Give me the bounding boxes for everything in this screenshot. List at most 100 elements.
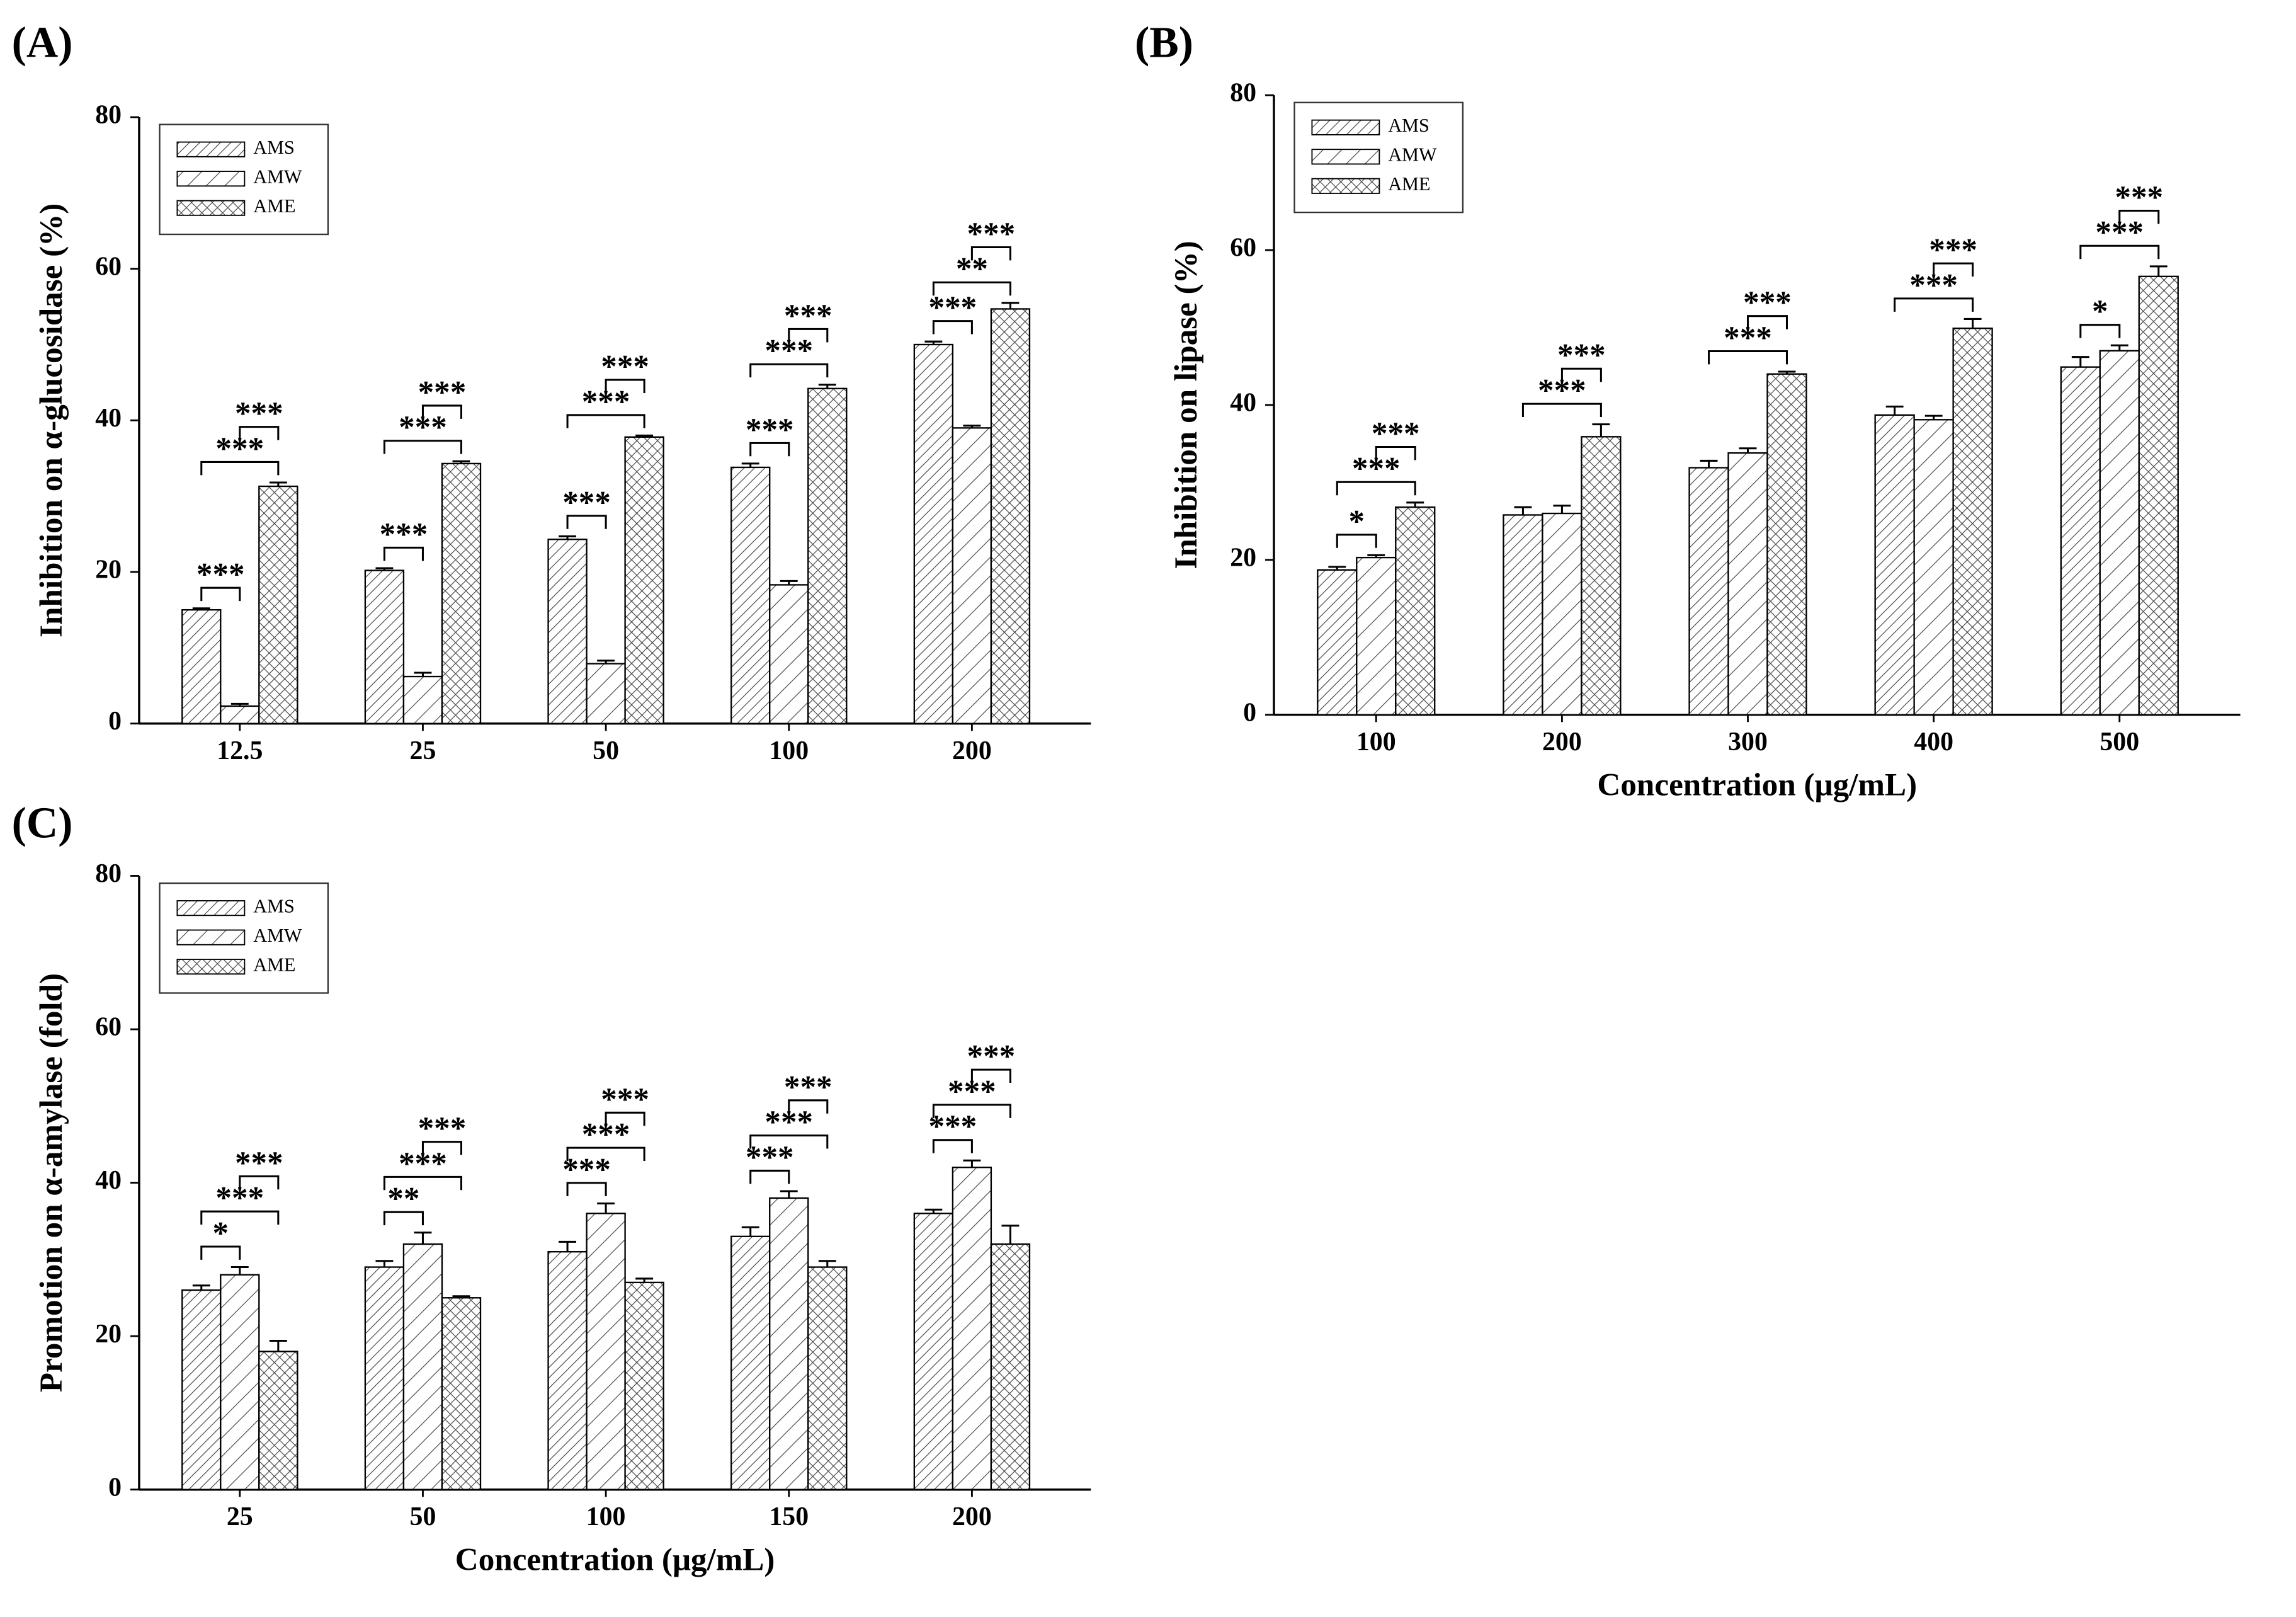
y-tick-label: 0 <box>1243 698 1256 727</box>
significance-bracket <box>788 1099 829 1114</box>
error-bar <box>924 1208 943 1214</box>
error-bar <box>2071 356 2089 367</box>
significance-label: *** <box>196 557 245 593</box>
x-tick-label: 25 <box>410 736 436 765</box>
significance-bracket <box>239 1175 280 1190</box>
significance-bracket <box>200 460 280 476</box>
bar <box>1395 506 1436 716</box>
x-tick-label: 100 <box>769 736 809 765</box>
bar <box>1952 328 1993 716</box>
significance-bracket <box>970 1068 1011 1083</box>
error-bar <box>1553 505 1571 514</box>
y-axis-title: Inhibition on lipase (%) <box>1168 241 1204 569</box>
error-bar <box>635 1277 654 1283</box>
legend-label: AMS <box>253 896 295 917</box>
y-tick-label: 60 <box>95 252 122 281</box>
significance-label: *** <box>2115 180 2163 215</box>
error-bar <box>269 481 287 487</box>
error-bar <box>559 535 577 540</box>
significance-label: *** <box>1372 416 1420 452</box>
error-bar <box>2149 265 2168 277</box>
x-tick-label: 50 <box>410 1502 436 1531</box>
significance-bracket <box>383 1211 424 1226</box>
x-axis-title: Concentration (μg/mL) <box>1597 767 1917 803</box>
error-bar <box>924 340 943 345</box>
significance-bracket <box>932 281 1011 296</box>
bar <box>586 1213 626 1490</box>
bar <box>769 584 809 724</box>
y-axis-title: Promotion on α-amylase (fold) <box>33 973 69 1392</box>
bar <box>547 1251 588 1490</box>
significance-label: *** <box>601 1082 649 1117</box>
legend-swatch <box>1311 119 1380 135</box>
significance-label: *** <box>418 374 467 410</box>
legend-label: AMW <box>253 925 302 946</box>
error-bar <box>1924 414 1943 420</box>
significance-bracket <box>200 1245 241 1260</box>
y-tick-label: 0 <box>108 1473 122 1502</box>
bar <box>1766 373 1807 716</box>
error-bar <box>597 1202 615 1214</box>
error-bar <box>1367 554 1385 558</box>
error-bar <box>818 1260 836 1267</box>
significance-label: *** <box>967 1039 1016 1075</box>
error-bar <box>375 1260 394 1267</box>
significance-bracket <box>566 414 645 428</box>
significance-label: *** <box>967 216 1016 252</box>
bar <box>181 609 222 724</box>
legend-swatch <box>1311 178 1380 194</box>
error-bar <box>192 1284 210 1291</box>
x-tick-label: 12.5 <box>217 736 263 765</box>
error-bar <box>269 1339 287 1352</box>
significance-label: ** <box>387 1181 419 1217</box>
significance-bracket <box>749 442 790 457</box>
bar <box>1913 419 1954 716</box>
error-bar <box>230 1266 249 1275</box>
bar <box>402 675 443 724</box>
legend-swatch <box>176 171 246 187</box>
error-bar <box>1885 405 1904 415</box>
significance-label: *** <box>784 298 833 334</box>
error-bar <box>780 1190 798 1198</box>
significance-bracket <box>1933 262 1974 277</box>
y-axis-title: Inhibition on α-glucosidase (%) <box>33 203 69 637</box>
significance-bracket <box>932 320 973 334</box>
y-tick-label: 20 <box>95 1320 122 1349</box>
bar <box>807 387 848 724</box>
y-tick-label: 80 <box>95 859 122 888</box>
bar <box>1317 569 1358 716</box>
legend-label: AMS <box>253 137 295 158</box>
bar <box>1688 467 1729 716</box>
bar <box>624 436 664 724</box>
error-bar <box>818 384 836 389</box>
significance-label: *** <box>929 1109 977 1145</box>
significance-label: *** <box>746 1140 794 1175</box>
bar <box>769 1197 809 1490</box>
error-bar <box>1700 459 1718 468</box>
significance-bracket <box>421 1141 463 1155</box>
error-bar <box>1739 447 1757 454</box>
panel-label: (C) <box>12 799 73 848</box>
bar <box>990 308 1031 724</box>
significance-bracket <box>605 1111 645 1126</box>
significance-bracket <box>749 1169 790 1184</box>
y-tick-label: 40 <box>1230 389 1256 418</box>
significance-bracket <box>932 1139 973 1153</box>
bar <box>364 569 405 724</box>
significance-label: *** <box>1557 338 1606 374</box>
legend-swatch <box>176 200 246 216</box>
bar <box>181 1289 222 1490</box>
error-bar <box>1964 317 1982 329</box>
significance-label: *** <box>784 1069 833 1105</box>
y-tick-label: 0 <box>108 707 122 736</box>
bar <box>220 1274 260 1490</box>
error-bar <box>559 1240 577 1252</box>
significance-label: *** <box>1743 285 1792 321</box>
x-tick-label: 100 <box>1356 728 1396 757</box>
bar <box>730 1235 771 1490</box>
x-tick-label: 150 <box>769 1502 809 1531</box>
x-tick-label: 200 <box>952 1502 992 1531</box>
error-bar <box>963 425 981 428</box>
bar <box>364 1266 405 1490</box>
legend-label: AME <box>253 954 295 976</box>
